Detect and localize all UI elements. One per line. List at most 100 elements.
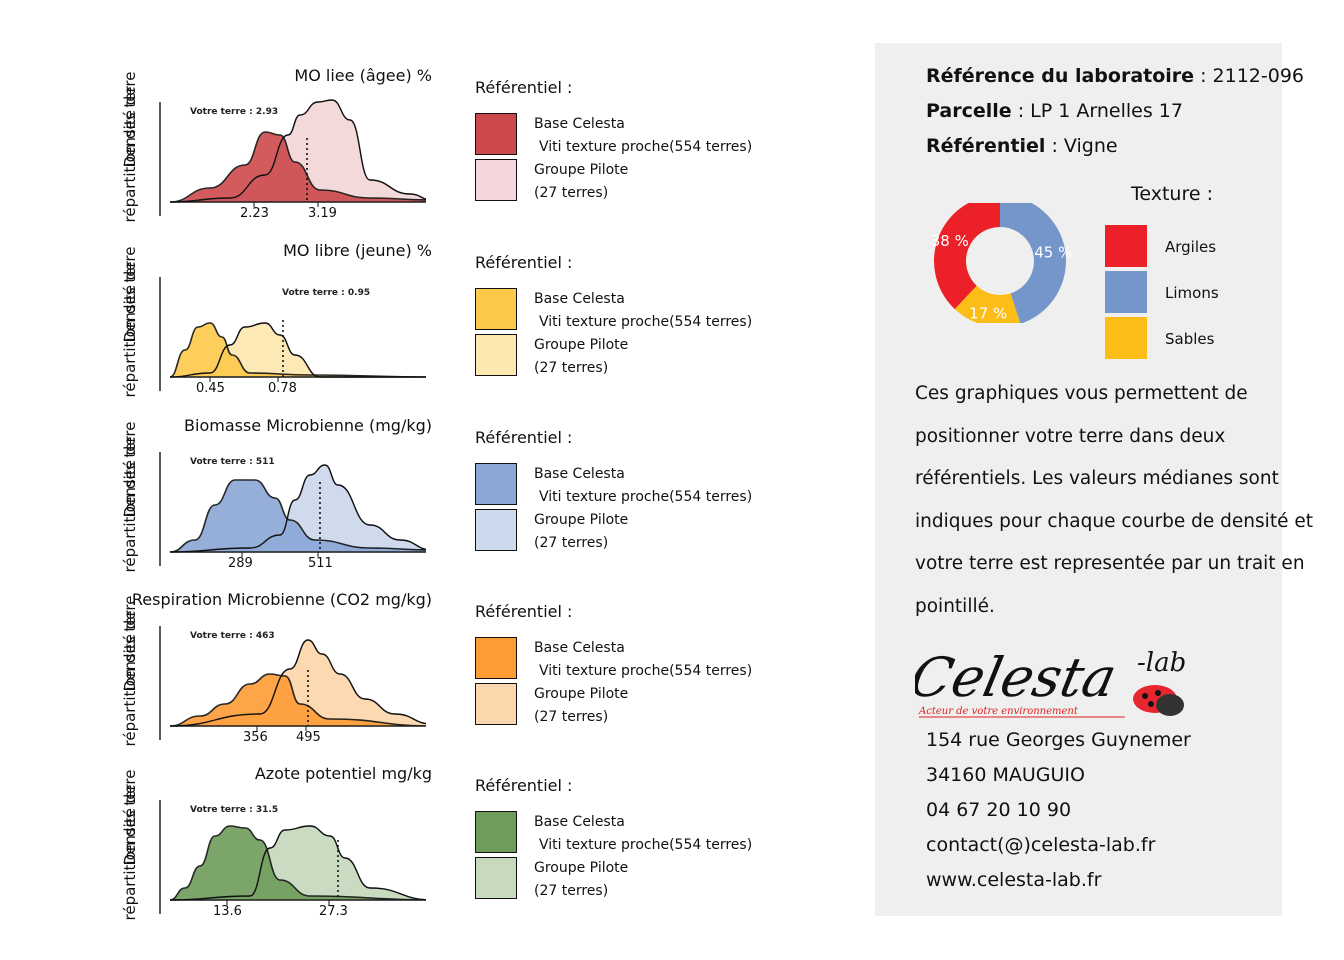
legend-label-base: Base Celesta [534,291,625,307]
median-label-base: 2.23 [240,206,269,220]
donut-slice-limons [1000,203,1066,323]
donut-label-sables: 17 % [969,305,1007,323]
density-plot: Votre terre : 2.93 2.23 3.19 [159,99,426,220]
legend-swatch-limons [1105,271,1147,313]
legend-label-pilote-detail: (27 terres) [534,535,609,551]
address-city: 34160 MAUGUIO [926,764,1085,786]
legend-swatch-pilote [475,857,517,899]
series-line-pilote [169,464,426,553]
legend-label-pilote-detail: (27 terres) [534,360,609,376]
address-phone: 04 67 20 10 90 [926,799,1072,821]
series-line-pilote [169,825,426,901]
votre-terre-label: Votre terre : 511 [190,457,275,467]
density-plot: Votre terre : 31.5 13.6 27.3 [159,800,426,918]
series-area-base [169,131,426,203]
legend-label-pilote: Groupe Pilote [534,686,629,702]
donut-slice-argiles [934,203,1000,310]
legend-label-sables: Sables [1165,330,1215,348]
referential-legend: Référentiel : Base Celesta Viti texture pr… [475,253,775,393]
legend-label-base-detail: Viti texture proche(554 terres) [539,314,753,330]
legend-label-base-detail: Viti texture proche(554 terres) [539,837,753,853]
series-area-base [169,825,426,901]
texture-title: Texture : [1131,183,1213,205]
y-axis-label: Densité de répartition des terre [121,769,139,921]
panel-title: Biomasse Microbienne (mg/kg) [184,416,432,435]
legend-label-argiles: Argiles [1165,238,1217,256]
legend-label-pilote: Groupe Pilote [534,337,629,353]
legend-swatch-pilote [475,683,517,725]
median-label-pilote: 3.19 [308,206,337,220]
legend-label-pilote: Groupe Pilote [534,162,629,178]
median-label-base: 13.6 [213,904,242,918]
median-label-base: 289 [228,556,253,570]
texture-donut-chart: 38 % 45 % 17 % [931,203,1072,323]
legend-label-base: Base Celesta [534,116,625,132]
address-street: 154 rue Georges Guynemer [926,729,1191,751]
series-area-base [169,479,426,553]
legend-title: Référentiel : [475,428,573,447]
logo-suffix: -lab [1137,648,1186,678]
legend-label-base: Base Celesta [534,640,625,656]
referential-legend: Référentiel : Base Celesta Viti texture pr… [475,776,775,916]
legend-swatch-base [475,463,517,505]
referential-name: Référentiel : Vigne [926,135,1118,157]
legend-label-pilote-detail: (27 terres) [534,709,609,725]
legend-label-base: Base Celesta [534,814,625,830]
legend-swatch-base [475,637,517,679]
parcel-name: Parcelle : LP 1 Arnelles 17 [926,100,1183,122]
y-axis-label: Densité de répartition des terre [121,71,139,223]
median-label-pilote: 511 [308,556,333,570]
density-plot: Votre terre : 511 289 511 [159,452,426,570]
legend-title: Référentiel : [475,776,573,795]
panel-title: Azote potentiel mg/kg [254,764,432,783]
legend-label-limons: Limons [1165,284,1219,302]
info-sidebar: Référence du laboratoire : 2112-096 Parc… [875,43,1313,916]
density-plot: Votre terre : 463 356 495 [159,626,426,744]
density-panel: Densité de répartition des terre Respirati… [100,584,440,746]
panel-title: Respiration Microbienne (CO2 mg/kg) [131,590,432,609]
median-label-base: 356 [243,730,268,744]
legend-swatch-pilote [475,159,517,201]
legend-title: Référentiel : [475,253,573,272]
referential-legend: Référentiel : Base Celesta Viti texture pr… [475,602,775,742]
median-label-pilote: 0.78 [268,381,297,395]
referential-legend: Référentiel : Base Celesta Viti texture pr… [475,78,775,218]
donut-slice-sables [954,285,1021,323]
panel-title: MO liee (âgee) % [294,66,432,85]
series-area-base [169,673,426,727]
legend-title: Référentiel : [475,602,573,621]
median-label-pilote: 495 [296,730,321,744]
y-axis-label: Densité de répartition des terre [121,246,139,398]
address-email[interactable]: contact(@)celesta-lab.fr [926,834,1156,856]
panel-title: MO libre (jeune) % [283,241,432,260]
votre-terre-label: Votre terre : 463 [190,631,275,641]
votre-terre-label: Votre terre : 2.93 [190,107,278,117]
series-line-pilote [169,322,426,378]
y-axis-label: Densité de répartition des terre [121,421,139,573]
legend-label-pilote: Groupe Pilote [534,512,629,528]
legend-swatch-base [475,811,517,853]
legend-swatch-argiles [1105,225,1147,267]
legend-title: Référentiel : [475,78,573,97]
density-panel: Densité de répartition des terre MO libre … [100,235,440,398]
series-area-base [169,322,426,378]
address-website[interactable]: www.celesta-lab.fr [926,869,1102,891]
legend-label-pilote-detail: (27 terres) [534,883,609,899]
legend-label-base-detail: Viti texture proche(554 terres) [539,139,753,155]
density-panel: Densité de répartition des terre MO liee (… [100,60,440,223]
legend-swatch-base [475,113,517,155]
description-text: Ces graphiques vous permettent de positi… [915,383,1313,617]
legend-label-pilote-detail: (27 terres) [534,185,609,201]
median-label-pilote: 27.3 [319,904,348,918]
density-plot: Votre terre : 0.95 0.45 0.78 [159,277,426,395]
legend-label-base-detail: Viti texture proche(554 terres) [539,489,753,505]
legend-swatch-base [475,288,517,330]
series-line-pilote [169,99,426,203]
votre-terre-label: Votre terre : 31.5 [190,805,278,815]
logo-tagline: Acteur de votre environnement [918,706,1079,717]
lab-reference: Référence du laboratoire : 2112-096 [926,65,1305,87]
votre-terre-label: Votre terre : 0.95 [282,288,370,298]
series-line-pilote [169,639,426,727]
legend-label-base-detail: Viti texture proche(554 terres) [539,663,753,679]
celesta-lab-logo: Celesta -lab Acteur de votre environneme… [905,641,1205,721]
